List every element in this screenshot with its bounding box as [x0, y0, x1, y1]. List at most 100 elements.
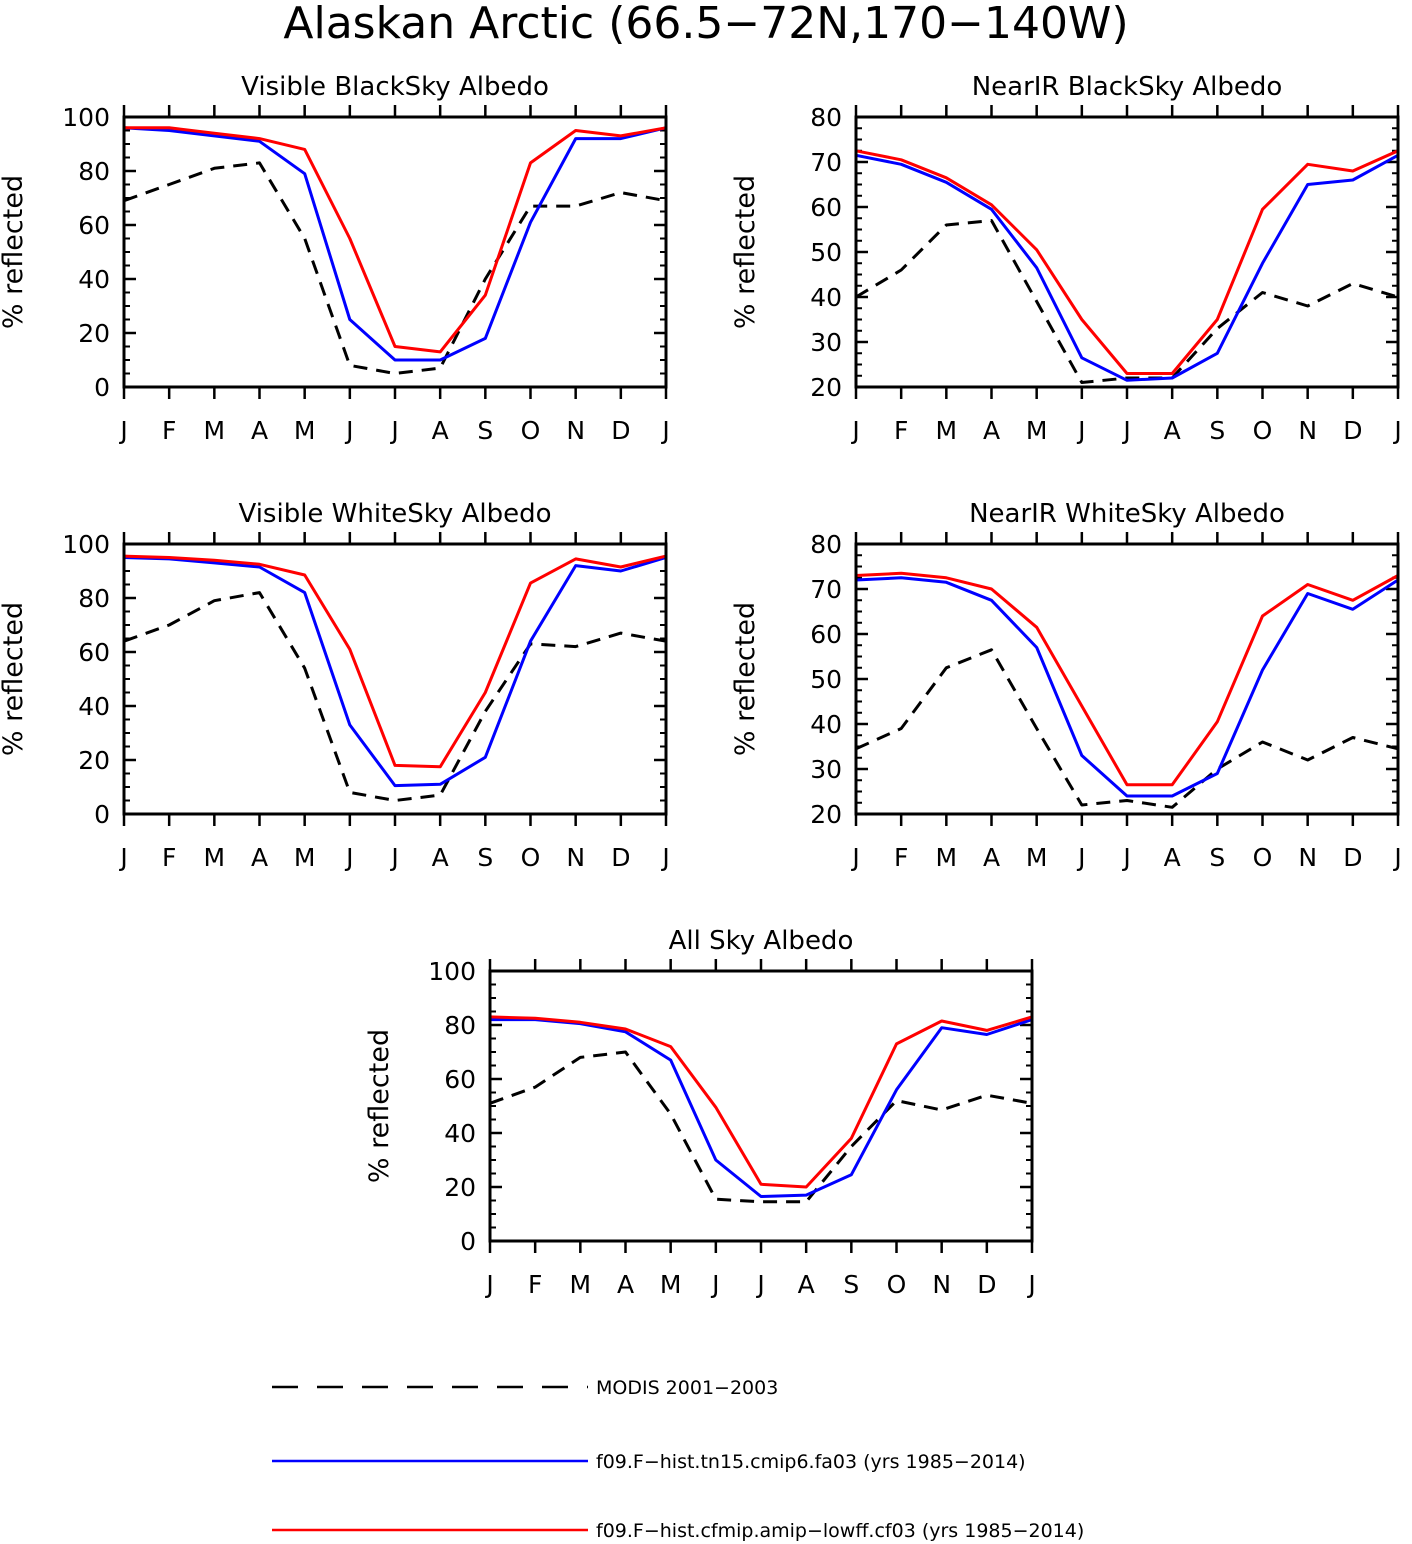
- y-axis-label: % reflected: [364, 1029, 395, 1183]
- x-tick-label: J: [1121, 416, 1130, 445]
- y-tick-label: 60: [444, 1065, 476, 1094]
- x-tick-label: M: [936, 843, 958, 872]
- x-tick-label: J: [1076, 843, 1085, 872]
- plot-frame: [854, 115, 1400, 389]
- y-tick-label: 100: [428, 957, 476, 986]
- x-tick-label: A: [251, 843, 268, 872]
- y-tick-label: 20: [810, 373, 842, 402]
- x-tick-label: S: [1209, 416, 1225, 445]
- x-tick-label: N: [566, 843, 585, 872]
- x-tick-label: F: [528, 1270, 542, 1299]
- y-axis-label: % reflected: [0, 602, 29, 756]
- x-tick-label: A: [432, 843, 449, 872]
- y-axis-label: % reflected: [0, 175, 29, 329]
- x-tick-label: J: [118, 843, 127, 872]
- y-tick-label: 0: [460, 1227, 476, 1256]
- x-tick-label: F: [894, 843, 908, 872]
- panel-title: NearIR WhiteSky Albedo: [969, 499, 1285, 529]
- x-tick-label: J: [389, 843, 398, 872]
- figure-title: Alaskan Arctic (66.5−72N,170−140W): [283, 0, 1128, 49]
- x-tick-label: J: [344, 416, 353, 445]
- x-tick-label: M: [204, 416, 226, 445]
- series-line-1: [855, 219, 1399, 384]
- x-tick-label: A: [617, 1270, 634, 1299]
- series-line-1: [855, 648, 1399, 809]
- y-tick-label: 20: [444, 1173, 476, 1202]
- chart-panels: Visible BlackSky Albedo % reflected 0 20 40 6…: [0, 72, 1402, 1299]
- panel-title: NearIR BlackSky Albedo: [972, 72, 1283, 102]
- x-tick-label: N: [1298, 416, 1317, 445]
- y-tick-label: 0: [94, 373, 110, 402]
- y-tick-label: 40: [78, 692, 110, 721]
- series-line-3: [855, 149, 1399, 375]
- series-line-3: [124, 126, 667, 354]
- y-tick-label: 80: [810, 530, 842, 559]
- x-tick-label: J: [118, 416, 127, 445]
- x-tick-label: S: [1209, 843, 1225, 872]
- panel-title: Visible BlackSky Albedo: [241, 72, 549, 102]
- panel-title: All Sky Albedo: [669, 926, 854, 956]
- x-tick-label: F: [162, 843, 176, 872]
- x-tick-label: J: [344, 843, 353, 872]
- plot-frame: [122, 542, 668, 816]
- series-line-3: [855, 571, 1399, 787]
- y-tick-label: 100: [62, 530, 110, 559]
- x-tick-label: M: [294, 416, 316, 445]
- y-tick-label: 0: [94, 800, 110, 829]
- legend-label-2: f09.F−hist.tn15.cmip6.fa03 (yrs 1985−201…: [596, 1451, 1026, 1473]
- plot-frame: [122, 115, 668, 389]
- x-tick-label: D: [611, 416, 630, 445]
- chart-panel-3: Visible WhiteSky Albedo % reflected 0 20 40 6…: [0, 499, 670, 872]
- y-tick-label: 60: [810, 620, 842, 649]
- series-line-2: [123, 126, 667, 362]
- x-tick-label: A: [983, 843, 1000, 872]
- series-line-1: [123, 591, 667, 802]
- x-tick-label: S: [477, 416, 493, 445]
- y-tick-label: 30: [810, 755, 842, 784]
- y-tick-label: 60: [78, 638, 110, 667]
- x-tick-label: S: [843, 1270, 859, 1299]
- y-tick-label: 70: [810, 575, 842, 604]
- y-tick-label: 20: [78, 319, 110, 348]
- chart-panel-1: Visible BlackSky Albedo % reflected 0 20 40 6…: [0, 72, 670, 445]
- y-tick-label: 50: [810, 238, 842, 267]
- y-tick-label: 60: [78, 211, 110, 240]
- series-line-2: [855, 153, 1399, 382]
- x-tick-label: A: [251, 416, 268, 445]
- x-tick-label: J: [755, 1270, 764, 1299]
- y-tick-label: 40: [78, 265, 110, 294]
- y-tick-label: 60: [810, 193, 842, 222]
- series-line-3: [489, 1015, 1033, 1189]
- x-tick-label: J: [850, 843, 859, 872]
- x-tick-label: M: [294, 843, 316, 872]
- series-line-2: [123, 556, 667, 788]
- x-tick-label: J: [484, 1270, 493, 1299]
- y-tick-label: 70: [810, 148, 842, 177]
- x-tick-label: J: [710, 1270, 719, 1299]
- x-tick-label: O: [1253, 416, 1273, 445]
- x-tick-label: J: [660, 416, 669, 445]
- y-tick-label: 50: [810, 665, 842, 694]
- legend-label-1: MODIS 2001−2003: [596, 1377, 778, 1399]
- x-tick-label: A: [983, 416, 1000, 445]
- x-tick-label: A: [432, 416, 449, 445]
- x-tick-label: D: [1343, 416, 1362, 445]
- series-line-3: [123, 554, 667, 769]
- series-line-1: [489, 1050, 1033, 1204]
- y-tick-label: 30: [810, 328, 842, 357]
- y-tick-label: 80: [810, 103, 842, 132]
- x-tick-label: M: [1026, 843, 1048, 872]
- x-tick-label: O: [521, 416, 541, 445]
- panel-title: Visible WhiteSky Albedo: [238, 499, 551, 529]
- x-tick-label: J: [1121, 843, 1130, 872]
- legend: MODIS 2001−2003 f09.F−hist.tn15.cmip6.fa0…: [272, 1377, 1084, 1542]
- series-line-1: [123, 161, 667, 375]
- y-tick-label: 100: [62, 103, 110, 132]
- x-tick-label: M: [936, 416, 958, 445]
- y-tick-label: 40: [810, 283, 842, 312]
- x-tick-label: M: [1026, 416, 1048, 445]
- y-tick-label: 20: [78, 746, 110, 775]
- x-tick-label: M: [660, 1270, 682, 1299]
- x-tick-label: N: [932, 1270, 951, 1299]
